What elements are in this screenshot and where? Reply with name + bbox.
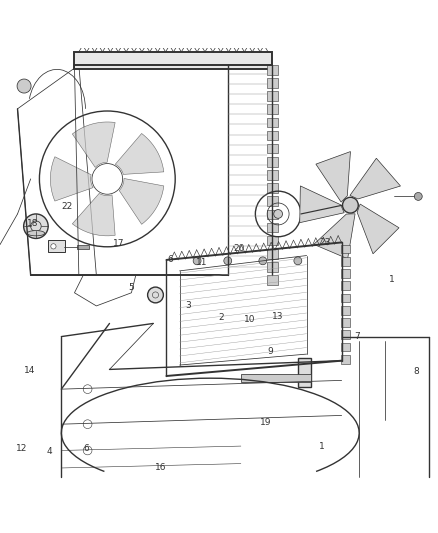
Bar xyxy=(341,318,350,327)
Bar xyxy=(341,330,350,339)
Text: 8: 8 xyxy=(413,367,419,376)
Polygon shape xyxy=(50,157,93,201)
Text: 12: 12 xyxy=(16,444,28,453)
Bar xyxy=(74,52,272,69)
Bar xyxy=(267,170,278,180)
Polygon shape xyxy=(350,158,400,199)
Ellipse shape xyxy=(27,231,45,236)
Bar xyxy=(267,131,278,140)
Circle shape xyxy=(224,257,232,265)
Bar xyxy=(267,144,278,154)
Text: 9: 9 xyxy=(268,348,274,357)
Text: 10: 10 xyxy=(244,316,255,325)
Bar xyxy=(267,236,278,246)
Polygon shape xyxy=(119,179,164,224)
Circle shape xyxy=(148,287,163,303)
Circle shape xyxy=(259,257,267,265)
Bar xyxy=(341,306,350,314)
Polygon shape xyxy=(72,122,115,167)
Bar xyxy=(341,355,350,364)
Bar xyxy=(267,78,278,88)
Polygon shape xyxy=(316,151,350,202)
Polygon shape xyxy=(314,214,355,259)
Bar xyxy=(298,359,311,387)
Text: 6: 6 xyxy=(84,444,90,453)
Bar xyxy=(267,104,278,114)
Polygon shape xyxy=(300,186,344,223)
Text: 6: 6 xyxy=(167,255,173,263)
Bar xyxy=(341,281,350,290)
Bar xyxy=(267,209,278,219)
Circle shape xyxy=(193,257,201,265)
Bar xyxy=(267,157,278,167)
Bar xyxy=(77,245,89,249)
Bar xyxy=(267,65,278,75)
Circle shape xyxy=(51,244,56,249)
Text: 17: 17 xyxy=(113,239,124,248)
Text: 23: 23 xyxy=(319,238,331,247)
Circle shape xyxy=(24,214,48,238)
Bar xyxy=(241,374,311,382)
Bar xyxy=(267,183,278,193)
Text: 19: 19 xyxy=(260,418,271,427)
Text: 22: 22 xyxy=(61,201,72,211)
Bar xyxy=(341,294,350,302)
Bar xyxy=(48,240,65,253)
Text: 18: 18 xyxy=(27,219,38,228)
Bar xyxy=(267,249,278,259)
Text: 5: 5 xyxy=(128,283,134,292)
Text: 11: 11 xyxy=(196,257,207,266)
Polygon shape xyxy=(72,193,115,236)
Polygon shape xyxy=(357,204,399,254)
Text: 1: 1 xyxy=(319,441,325,450)
Text: 3: 3 xyxy=(185,302,191,310)
Bar xyxy=(341,257,350,265)
Bar xyxy=(341,245,350,253)
Bar xyxy=(267,91,278,101)
Bar xyxy=(341,343,350,351)
Text: 14: 14 xyxy=(24,366,35,375)
Bar xyxy=(341,269,350,278)
Text: 1: 1 xyxy=(389,275,395,284)
Text: 4: 4 xyxy=(46,447,52,456)
Text: 16: 16 xyxy=(155,463,167,472)
Text: 7: 7 xyxy=(354,332,360,341)
Text: 20: 20 xyxy=(233,245,244,254)
Bar xyxy=(267,223,278,232)
Circle shape xyxy=(294,257,302,265)
Text: 2: 2 xyxy=(219,313,224,322)
Bar xyxy=(267,118,278,127)
Circle shape xyxy=(274,209,283,219)
Bar xyxy=(267,275,278,285)
Circle shape xyxy=(343,197,358,213)
Bar xyxy=(267,262,278,272)
Text: 13: 13 xyxy=(272,312,284,321)
Bar xyxy=(267,197,278,206)
Circle shape xyxy=(414,192,422,200)
Circle shape xyxy=(17,79,31,93)
Polygon shape xyxy=(115,133,164,174)
